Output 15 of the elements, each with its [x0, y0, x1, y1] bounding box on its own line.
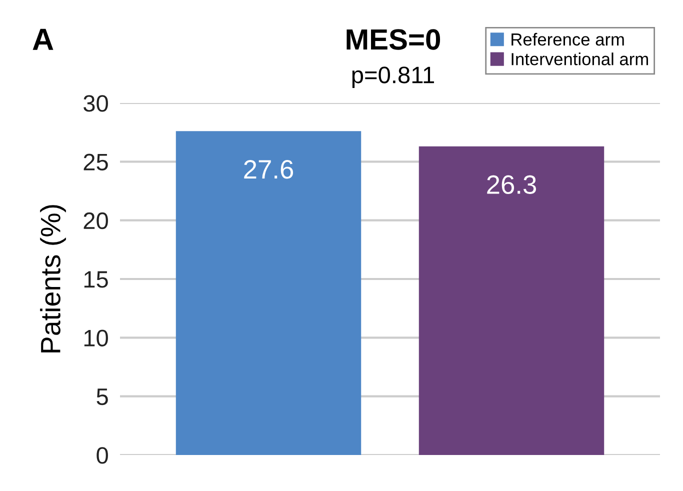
legend-label: Interventional arm [512, 52, 648, 66]
y-axis-title: Patients (%) [40, 205, 66, 352]
y-tick-label: 5 [96, 388, 108, 406]
y-tick-label: 10 [84, 330, 108, 346]
chart-subtitle: p=0.811 [352, 66, 434, 88]
chart-title: MES=0 [346, 29, 440, 50]
y-tick-label: 0 [96, 447, 108, 464]
data-label: 27.6 [244, 160, 294, 179]
y-tick-label: 25 [84, 154, 108, 170]
y-tick-label: 20 [84, 212, 108, 230]
legend-label: Reference arm [512, 32, 624, 46]
y-tick-label: 15 [84, 271, 108, 288]
y-tick-label: 30 [84, 95, 108, 112]
data-label: 26.3 [487, 175, 536, 194]
text: A [32, 28, 54, 50]
